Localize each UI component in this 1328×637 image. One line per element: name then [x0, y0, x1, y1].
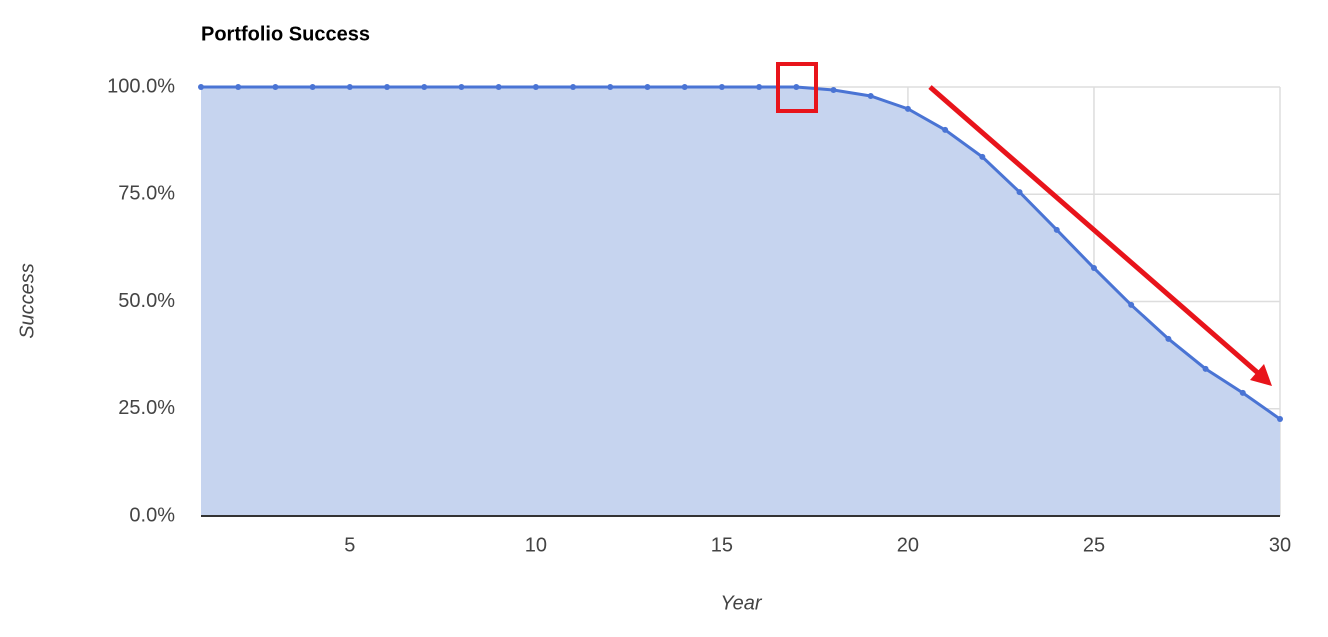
- point: [1090, 265, 1097, 272]
- x-tick-label: 20: [897, 534, 919, 556]
- trend-arrow-head: [1250, 364, 1272, 386]
- point: [1165, 335, 1172, 342]
- x-tick-label: 30: [1269, 534, 1291, 556]
- trend-arrow: [928, 85, 1260, 375]
- point: [570, 84, 577, 90]
- y-axis-label: Success: [16, 263, 38, 339]
- point: [904, 105, 911, 112]
- x-axis-label: Year: [720, 592, 762, 614]
- point: [198, 84, 204, 90]
- area-fill: [201, 87, 1280, 516]
- chart-title: Portfolio Success: [201, 23, 370, 45]
- point: [532, 84, 539, 90]
- point: [1202, 365, 1209, 372]
- point: [644, 84, 651, 90]
- line: [201, 85, 1281, 421]
- point: [793, 84, 800, 90]
- point: [607, 84, 614, 90]
- point: [1053, 226, 1060, 233]
- point: [421, 84, 428, 90]
- x-tick-label: 25: [1083, 534, 1105, 556]
- point: [272, 84, 279, 90]
- point: [1128, 301, 1135, 308]
- y-tick-label: 25.0%: [118, 397, 175, 419]
- highlight-box: [776, 62, 818, 113]
- point: [942, 126, 949, 133]
- y-tick-label: 100.0%: [107, 75, 175, 97]
- point: [681, 84, 688, 90]
- point: [1016, 189, 1023, 196]
- y-tick-label: 50.0%: [118, 290, 175, 312]
- x-tick-label: 5: [344, 534, 355, 556]
- x-tick-label: 15: [711, 534, 733, 556]
- point: [756, 84, 763, 90]
- point: [309, 84, 316, 90]
- point: [718, 84, 725, 90]
- point: [867, 93, 874, 100]
- x-tick-label: 10: [525, 534, 547, 556]
- point: [235, 84, 242, 90]
- point: [1239, 389, 1246, 396]
- point: [1277, 416, 1283, 423]
- point: [458, 84, 465, 90]
- y-tick-label: 0.0%: [129, 504, 175, 526]
- point: [830, 87, 837, 94]
- y-tick-label: 75.0%: [118, 183, 175, 205]
- plot-area: 0.0% 25.0% 50.0% 75.0% 100.0% 5 10 15 20 25 30: [107, 75, 1291, 556]
- point: [495, 84, 502, 90]
- point: [346, 84, 353, 90]
- point: [384, 84, 391, 90]
- point: [979, 153, 986, 160]
